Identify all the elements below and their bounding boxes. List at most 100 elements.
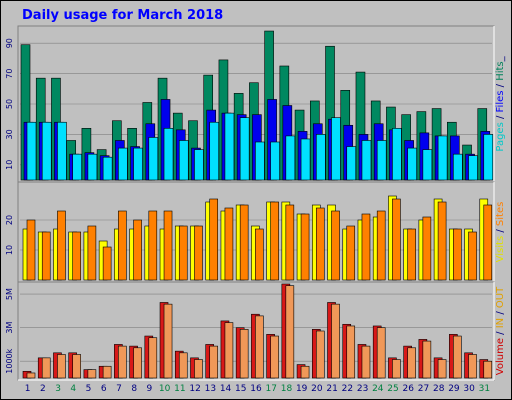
x-tick-label: 16	[250, 384, 262, 394]
bar-out-day-4	[72, 354, 81, 379]
bar-sites-day-10	[163, 210, 173, 281]
bar-sites-day-29	[453, 228, 462, 281]
bar-sites-day-11	[178, 225, 188, 281]
bar-pages-day-12	[194, 149, 204, 181]
side-label-part: /	[495, 226, 506, 236]
side-label-part: /	[495, 81, 506, 91]
bar-pages-day-3	[57, 121, 67, 181]
x-tick-label: 12	[189, 384, 200, 394]
bar-out-day-31	[483, 360, 493, 379]
bar-pages-day-25	[392, 128, 402, 181]
bar-pages-day-13	[209, 121, 220, 181]
bar-sites-day-13	[209, 198, 219, 281]
side-label-part: Visits	[495, 236, 506, 263]
bar-sites-day-7	[118, 210, 127, 281]
bar-pages-day-5	[87, 153, 98, 181]
y-tick-label: 10	[5, 160, 14, 170]
bar-pages-day-26	[407, 147, 417, 181]
x-tick-label: 25	[387, 384, 398, 394]
x-tick-label: 17	[265, 384, 276, 394]
bar-out-day-7	[118, 345, 127, 379]
x-tick-label: 4	[70, 384, 76, 394]
x-tick-label: 18	[281, 384, 293, 394]
bar-out-day-17	[270, 335, 279, 379]
panel-volume: 1000k 3M 5M	[5, 281, 495, 381]
bar-sites-day-18	[285, 204, 295, 281]
x-tick-label: 24	[372, 384, 384, 394]
x-tick-label: 11	[174, 384, 185, 394]
side-label-part: /	[495, 308, 506, 318]
side-label-part: Volume	[495, 338, 506, 375]
bar-pages-day-9	[148, 137, 159, 181]
x-tick-label: 22	[342, 384, 353, 394]
x-tick-label: 13	[205, 384, 216, 394]
bar-out-day-12	[194, 359, 203, 379]
bar-sites-day-20	[315, 207, 325, 281]
bar-out-day-19	[300, 365, 310, 379]
x-tick-label: 5	[86, 384, 92, 394]
bar-pages-day-6	[102, 156, 113, 181]
y-tick-label: 5M	[5, 288, 14, 300]
x-axis-labels: 1 2 3 4 5 6 7 8 9 10 11 12 13 14 15 16 17 18 19 20 21 22 23 24 2…	[25, 384, 490, 394]
x-tick-label: 28	[433, 384, 445, 394]
side-label-part: Pages	[495, 122, 506, 151]
bar-sites-day-19	[300, 213, 310, 281]
bar-pages-day-14	[224, 112, 235, 181]
bar-out-day-30	[468, 354, 477, 379]
bar-out-day-18	[285, 285, 295, 379]
x-tick-label: 3	[55, 384, 61, 394]
bar-sites-day-26	[407, 228, 416, 281]
bar-out-day-23	[361, 345, 371, 379]
side-label-pages-files-hits: Pages / Files / Hits_	[495, 55, 506, 151]
bar-sites-day-28	[437, 201, 447, 281]
x-tick-label: 19	[296, 384, 308, 394]
bar-out-day-21	[331, 303, 340, 379]
bar-out-day-28	[437, 359, 447, 379]
bar-sites-day-9	[148, 210, 158, 281]
bar-sites-day-30	[468, 231, 477, 281]
side-label-part: IN	[495, 318, 506, 328]
side-label-part: Hits	[495, 61, 506, 80]
bar-sites-day-25	[392, 198, 401, 281]
bar-sites-day-2	[41, 231, 51, 281]
panel-pages-files-hits: 10 30 50 70 90	[5, 25, 495, 183]
bar-pages-day-20	[315, 134, 326, 181]
bar-out-day-8	[133, 347, 142, 379]
bar-out-day-11	[178, 352, 188, 379]
side-label-visits-sites: Visits / Sites	[495, 202, 506, 263]
bar-out-day-5	[87, 369, 97, 379]
x-tick-label: 15	[235, 384, 246, 394]
x-tick-label: 7	[116, 384, 122, 394]
bar-pages-day-19	[300, 138, 311, 181]
bar-pages-day-22	[346, 146, 357, 181]
bar-out-day-16	[255, 315, 264, 379]
x-tick-label: 9	[147, 384, 153, 394]
y-tick-label: 90	[5, 38, 14, 48]
bar-sites-day-24	[376, 210, 386, 281]
bar-pages-day-1	[26, 121, 37, 181]
bar-sites-day-14	[224, 207, 234, 281]
bar-sites-day-21	[331, 210, 340, 281]
bar-sites-day-6	[102, 246, 112, 281]
x-tick-label: 30	[463, 384, 475, 394]
bar-out-day-27	[422, 340, 432, 379]
bar-out-day-26	[407, 347, 416, 379]
y-tick-label: 50	[5, 99, 14, 109]
panel-visits-sites: 10 20	[5, 181, 495, 283]
bar-out-day-1	[26, 372, 36, 379]
x-tick-label: 31	[479, 384, 490, 394]
side-label-part: /	[495, 112, 506, 122]
bar-out-day-15	[239, 329, 249, 379]
x-tick-label: 21	[326, 384, 337, 394]
bar-pages-day-21	[331, 117, 341, 181]
bar-out-day-2	[41, 357, 51, 379]
y-tick-label: 10	[5, 245, 14, 255]
bar-pages-day-2	[41, 121, 52, 181]
bar-sites-day-31	[483, 204, 493, 281]
bar-pages-day-27	[422, 149, 433, 181]
bar-pages-day-24	[376, 140, 387, 181]
bar-out-day-20	[315, 330, 325, 379]
bar-pages-day-18	[285, 135, 296, 181]
bar-pages-day-30	[468, 155, 478, 181]
